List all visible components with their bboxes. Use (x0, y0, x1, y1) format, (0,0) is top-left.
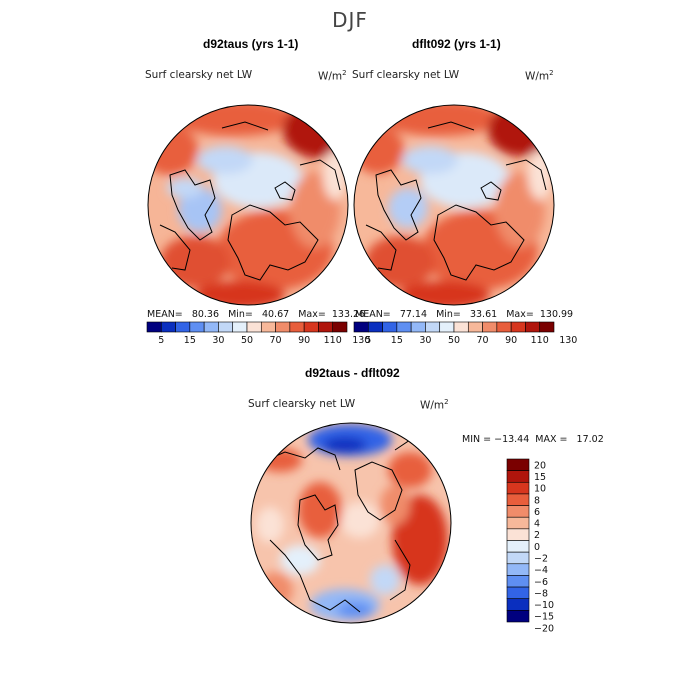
figure-title: DJF (332, 8, 368, 32)
panel2-colorbar-tick-label: 110 (531, 335, 549, 346)
panel3-colorbar-tick-label: −2 (534, 553, 548, 564)
panel3-colorbar-swatch (506, 470, 530, 483)
panel2-colorbar-tick-label: 130 (559, 335, 577, 346)
panel3-colorbar-tick-label: −8 (534, 588, 548, 599)
panel1-colorbar-tick-label: 110 (324, 335, 342, 346)
panel1-colorbar-swatch (232, 321, 248, 333)
panel1-map (147, 104, 349, 306)
panel1-colorbar-tick-label: 5 (158, 335, 164, 346)
panel3-colorbar-tick-label: −15 (534, 612, 554, 623)
panel1-colorbar: 5 15 30 50 70 90 110 130 (146, 321, 370, 346)
panel3-colorbar-tick-label: 0 (534, 542, 540, 553)
panel3-colorbar-swatch (506, 586, 530, 600)
panel1-colorbar-swatch (289, 321, 305, 333)
panel1-colorbar-swatch (160, 321, 176, 333)
panel3-colorbar-swatch (506, 610, 530, 623)
panel3-colorbar-swatch (506, 516, 530, 530)
panel2-colorbar-swatch (510, 321, 526, 333)
panel3-colorbar-swatch (506, 598, 530, 611)
panel3-colorbar-tick-label: 10 (534, 484, 546, 495)
panel2-map (353, 104, 555, 306)
panel2-units: W/m2 (525, 69, 554, 83)
panel1-colorbar-swatch (146, 321, 162, 333)
panel2-colorbar-swatch (525, 321, 541, 333)
panel1-colorbar-tick-label: 90 (298, 335, 310, 346)
panel1-colorbar-swatch (189, 321, 205, 333)
panel3-colorbar-tick-label: 8 (534, 495, 540, 506)
panel1-colorbar-swatch (318, 321, 334, 333)
panel3-map (250, 422, 452, 624)
panel3-colorbar-swatch (506, 551, 530, 565)
panel1-colorbar-swatch (260, 321, 276, 333)
panel1-title: d92taus (yrs 1-1) (203, 37, 299, 51)
panel2-colorbar: 5 15 30 50 70 90 110 130 (353, 321, 577, 346)
panel3-title: d92taus - dflt092 (305, 366, 400, 380)
panel2-colorbar-swatch (482, 321, 498, 333)
panel3-colorbar-swatch (506, 505, 530, 518)
panel1-stats: MEAN= 80.36 Min= 40.67 Max= 133.26 (147, 309, 366, 320)
panel2-colorbar-swatch (410, 321, 426, 333)
panel3-colorbar-swatch (506, 528, 530, 541)
panel3-variable: Surf clearsky net LW (248, 398, 356, 410)
panel2-colorbar-swatch (496, 321, 512, 333)
panel1-colorbar-swatch (203, 321, 219, 333)
panel1-colorbar-tick-label: 30 (212, 335, 224, 346)
panel2-colorbar-tick-label: 15 (391, 335, 403, 346)
panel3-units: W/m2 (420, 398, 449, 412)
panel1-colorbar-swatch (218, 321, 234, 333)
panel1-colorbar-tick-label: 70 (270, 335, 282, 346)
panel1-colorbar-swatch (175, 321, 191, 333)
panel2-colorbar-swatch (467, 321, 483, 333)
panel2-colorbar-swatch (539, 321, 555, 333)
panel1-colorbar-tick-label: 130 (352, 335, 370, 346)
panel1-colorbar-swatch (303, 321, 319, 333)
panel1-colorbar-swatch (332, 321, 348, 333)
panel2-colorbar-tick-label: 30 (419, 335, 431, 346)
panel2-colorbar-swatch (396, 321, 412, 333)
panel3-colorbar-tick-label: 15 (534, 472, 546, 483)
panel3-colorbar-swatch (506, 493, 530, 506)
panel2-colorbar-tick-label: 70 (477, 335, 489, 346)
panel1-colorbar-swatch (246, 321, 262, 333)
panel3-colorbar-swatch (506, 540, 530, 553)
panel3-colorbar-tick-label: −4 (534, 565, 548, 576)
panel2-colorbar-swatch (439, 321, 455, 333)
panel3-colorbar-swatch (506, 481, 530, 495)
panel3-colorbar-tick-label: 6 (534, 507, 540, 518)
panel2-colorbar-swatch (353, 321, 369, 333)
panel1-units: W/m2 (318, 69, 347, 83)
panel2-title: dflt092 (yrs 1-1) (412, 37, 501, 51)
panel2-colorbar-swatch (453, 321, 469, 333)
panel2-colorbar-tick-label: 50 (448, 335, 460, 346)
panel1-colorbar-tick-label: 15 (184, 335, 196, 346)
panel2-colorbar-tick-label: 5 (365, 335, 371, 346)
panel3-colorbar-swatch (506, 575, 530, 588)
panel1-variable: Surf clearsky net LW (145, 69, 253, 81)
panel2-colorbar-swatch (367, 321, 383, 333)
panel3-colorbar-tick-label: 2 (534, 530, 540, 541)
panel3-colorbar-tick-label: −6 (534, 577, 548, 588)
panel2-colorbar-swatch (382, 321, 398, 333)
panel3-colorbar-swatch (506, 458, 530, 471)
panel1-colorbar-tick-label: 50 (241, 335, 253, 346)
panel2-colorbar-swatch (425, 321, 441, 333)
panel3-stats: MIN = −13.44 MAX = 17.02 (462, 434, 604, 445)
panel3-colorbar-tick-label: 20 (534, 460, 546, 471)
panel2-colorbar-tick-label: 90 (505, 335, 517, 346)
panel2-variable: Surf clearsky net LW (352, 69, 460, 81)
panel3-colorbar-tick-label: −20 (534, 623, 554, 634)
panel2-stats: MEAN= 77.14 Min= 33.61 Max= 130.99 (355, 309, 574, 320)
panel3-colorbar-tick-label: −10 (534, 600, 554, 611)
panel1-colorbar-swatch (275, 321, 291, 333)
panel3-colorbar-swatch (506, 563, 530, 576)
panel3-colorbar-tick-label: 4 (534, 519, 540, 530)
